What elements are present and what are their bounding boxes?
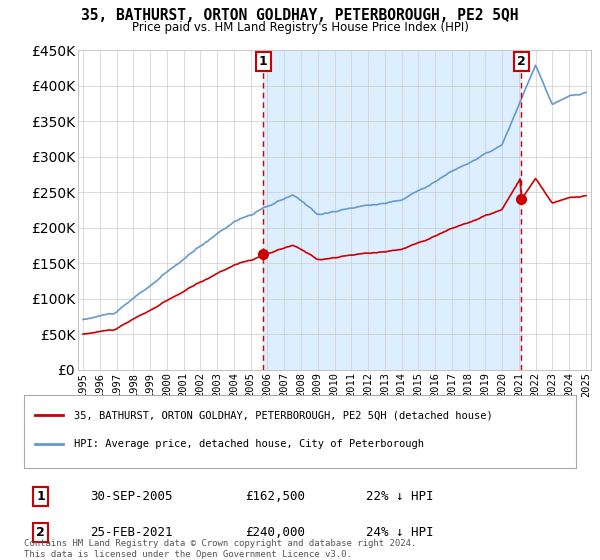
Text: 1: 1 [259, 55, 268, 68]
Text: 30-SEP-2005: 30-SEP-2005 [90, 490, 173, 503]
Text: 22% ↓ HPI: 22% ↓ HPI [366, 490, 434, 503]
Text: 24% ↓ HPI: 24% ↓ HPI [366, 526, 434, 539]
Text: 2: 2 [517, 55, 526, 68]
Text: £162,500: £162,500 [245, 490, 305, 503]
Text: HPI: Average price, detached house, City of Peterborough: HPI: Average price, detached house, City… [74, 439, 424, 449]
Text: 2: 2 [36, 526, 45, 539]
Bar [263, 50, 521, 370]
Text: Price paid vs. HM Land Registry's House Price Index (HPI): Price paid vs. HM Land Registry's House … [131, 21, 469, 34]
Text: 25-FEB-2021: 25-FEB-2021 [90, 526, 173, 539]
Text: £240,000: £240,000 [245, 526, 305, 539]
Text: 35, BATHURST, ORTON GOLDHAY, PETERBOROUGH, PE2 5QH: 35, BATHURST, ORTON GOLDHAY, PETERBOROUG… [81, 8, 519, 24]
Text: 1: 1 [36, 490, 45, 503]
Text: 35, BATHURST, ORTON GOLDHAY, PETERBOROUGH, PE2 5QH (detached house): 35, BATHURST, ORTON GOLDHAY, PETERBOROUG… [74, 410, 493, 420]
Text: Contains HM Land Registry data © Crown copyright and database right 2024.
This d: Contains HM Land Registry data © Crown c… [24, 539, 416, 559]
